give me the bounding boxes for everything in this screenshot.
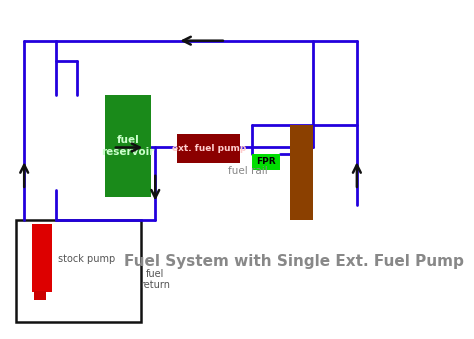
- Text: fuel
return: fuel return: [140, 269, 170, 291]
- Text: Fuel System with Single Ext. Fuel Pump: Fuel System with Single Ext. Fuel Pump: [125, 254, 465, 268]
- Text: fuel
reservoir: fuel reservoir: [101, 135, 155, 157]
- Bar: [34, 291, 46, 300]
- Text: FPR: FPR: [256, 157, 276, 166]
- Text: stock pump: stock pump: [58, 254, 116, 264]
- Bar: [252, 154, 280, 170]
- Text: ext. fuel pump: ext. fuel pump: [172, 144, 246, 153]
- Bar: [291, 125, 312, 220]
- Bar: [32, 224, 53, 292]
- Bar: [105, 95, 151, 197]
- Text: fuel rail: fuel rail: [228, 166, 268, 176]
- Bar: [16, 220, 141, 322]
- Bar: [177, 134, 240, 163]
